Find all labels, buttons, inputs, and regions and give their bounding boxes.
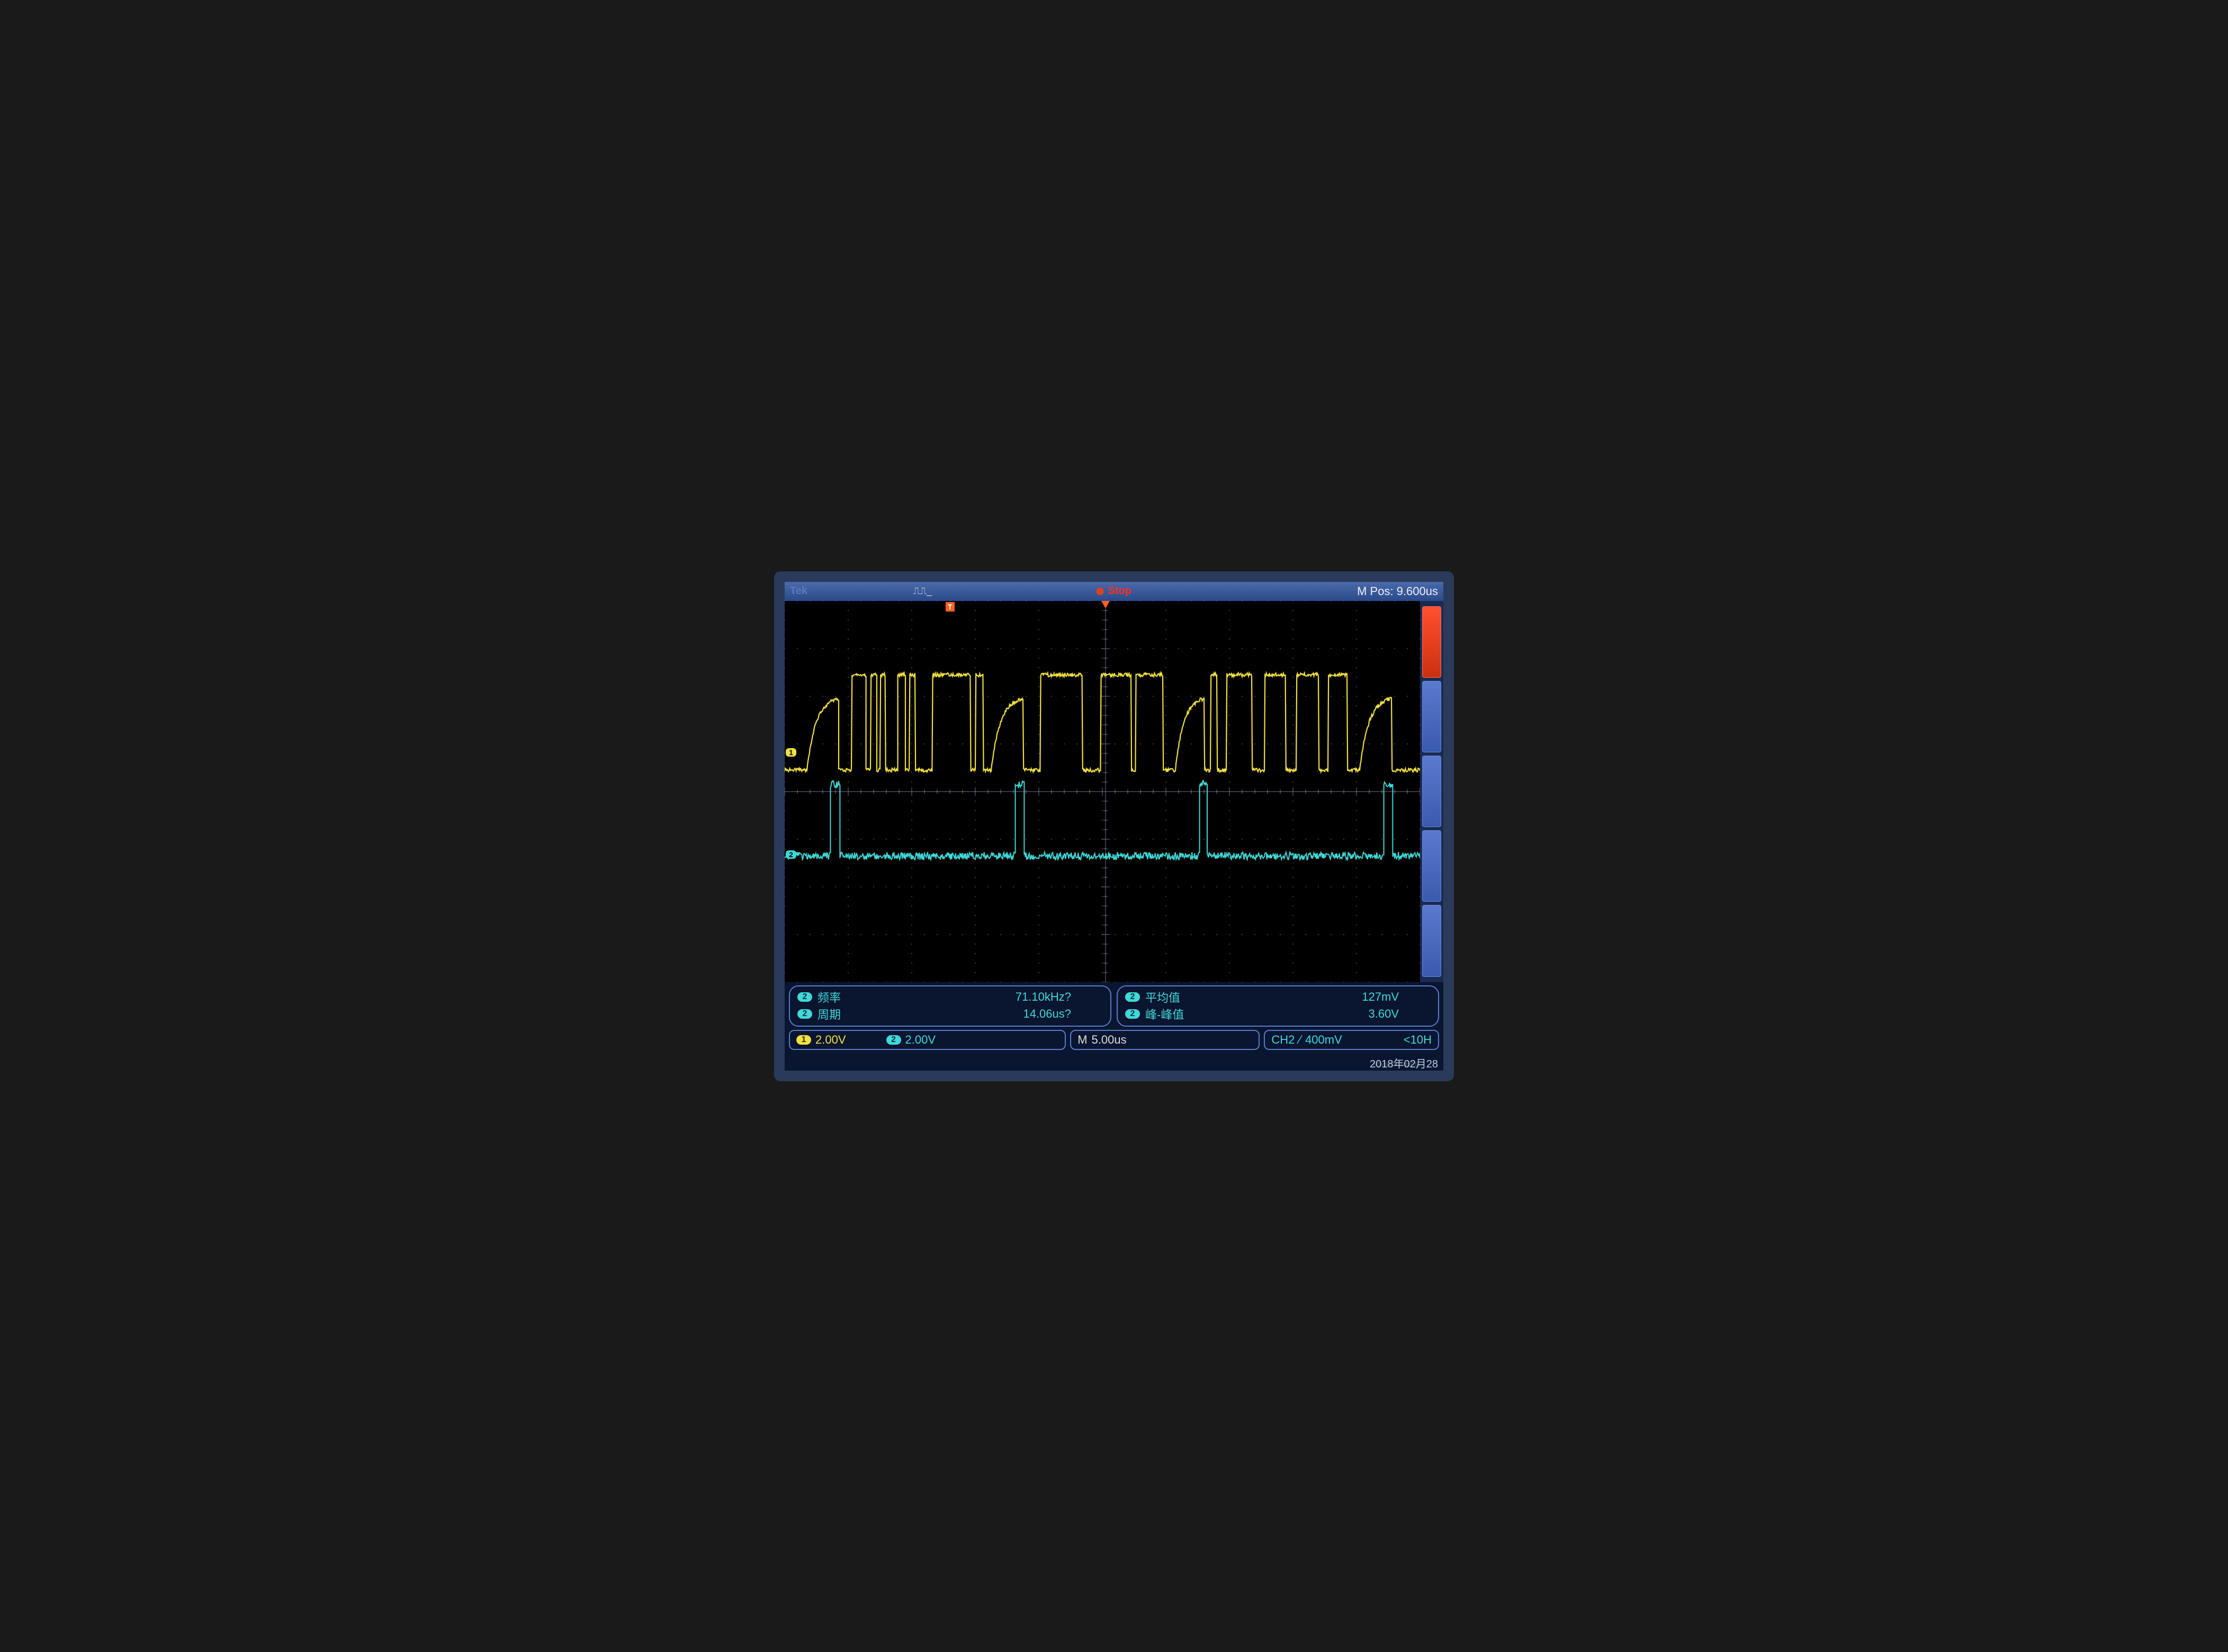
softkey-3[interactable] [1422,756,1441,827]
measurement-item: 2 周期 14.06us? [797,1005,1103,1022]
trigger-position-marker: T [946,602,955,612]
status-text: Stop [1108,585,1131,597]
stop-dot-icon [1097,588,1104,595]
meas-value: 127mV [1362,990,1431,1004]
main-area: 1 2 T [785,601,1443,982]
ch2-vdiv: 2.00V [905,1033,936,1047]
meas-label: 周期 [817,1005,855,1022]
trigger-source: CH2 [1271,1033,1295,1047]
meas-ch-badge: 2 [1125,1009,1140,1019]
meas-ch-badge: 2 [797,1009,812,1019]
run-status: Stop [1097,585,1131,597]
oscilloscope-screen: Tek ⎍⎍_ Stop M Pos: 9.600us 1 2 T 2 频率 7… [774,571,1454,1081]
trigger-cell[interactable]: CH2 ⁄ 400mV <10H [1264,1030,1439,1050]
m-pos-readout: M Pos: 9.600us [1357,585,1438,598]
meas-value: 3.60V [1369,1007,1431,1021]
timebase-cell[interactable]: M 5.00us [1070,1030,1260,1050]
brand-label: Tek [790,585,807,597]
measurements-left-group: 2 频率 71.10kHz?2 周期 14.06us? [789,985,1111,1027]
ch2-badge: 2 [886,1035,901,1045]
meas-label: 平均值 [1145,989,1182,1005]
trigger-holdoff: <10H [1404,1033,1432,1047]
top-status-bar: Tek ⎍⎍_ Stop M Pos: 9.600us [785,582,1443,601]
softkey-5[interactable] [1422,905,1441,976]
ch1-ch2-scale-cell[interactable]: 1 2.00V 2 2.00V [789,1030,1066,1050]
measurement-item: 2 平均值 127mV [1125,989,1431,1005]
meas-label: 频率 [817,989,855,1005]
meas-ch-badge: 2 [797,992,812,1002]
trigger-slope-icon: ⁄ [1299,1033,1301,1047]
softkey-1[interactable] [1422,606,1441,678]
measurement-item: 2 频率 71.10kHz? [797,989,1103,1005]
measurements-row: 2 频率 71.10kHz?2 周期 14.06us? 2 平均值 127mV2… [789,985,1439,1027]
ch1-vdiv: 2.00V [815,1033,846,1047]
meas-value: 71.10kHz? [1016,990,1103,1004]
measurement-item: 2 峰-峰值 3.60V [1125,1005,1431,1022]
timebase-label: M [1077,1033,1087,1047]
meas-ch-badge: 2 [1125,992,1140,1002]
watermark-text: STM32/STM8论坛 [1372,1060,1420,1069]
trigger-arrow-icon [1101,601,1110,608]
ch2-ground-marker: 2 [786,850,796,859]
pulse-icon: ⎍⎍_ [913,586,932,597]
softkey-4[interactable] [1422,830,1441,902]
meas-label: 峰-峰值 [1145,1005,1184,1022]
softkey-2[interactable] [1422,681,1441,752]
trigger-level: 400mV [1305,1033,1342,1047]
ch1-ground-marker: 1 [786,748,796,757]
bottom-readout-panel: 2 频率 71.10kHz?2 周期 14.06us? 2 平均值 127mV2… [785,982,1443,1053]
timebase-value: 5.00us [1092,1033,1127,1047]
measurements-right-group: 2 平均值 127mV2 峰-峰值 3.60V [1117,985,1439,1027]
scale-bar: 1 2.00V 2 2.00V M 5.00us CH2 ⁄ 400mV <10… [789,1030,1439,1050]
meas-value: 14.06us? [1023,1007,1103,1021]
waveform-svg [785,601,1420,982]
waveform-graticule[interactable]: 1 2 T [785,601,1420,982]
date-readout: 2018年02月28 [785,1053,1443,1071]
ch1-badge: 1 [796,1035,811,1045]
side-softkey-column [1420,601,1443,982]
